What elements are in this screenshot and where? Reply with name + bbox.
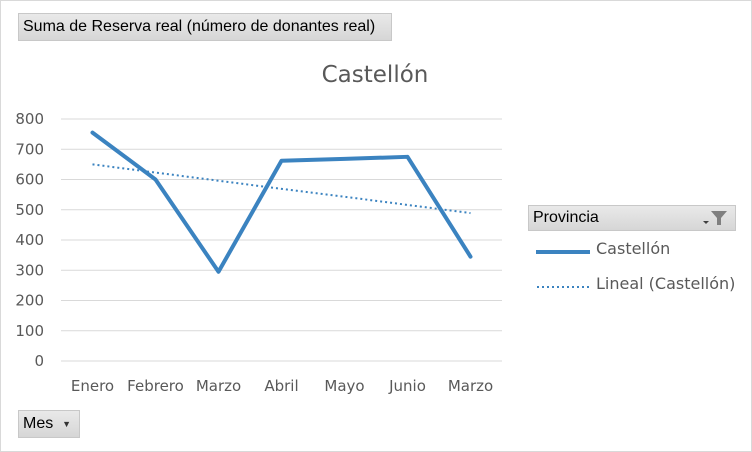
y-tick-label: 0	[34, 352, 44, 370]
axis-field-button[interactable]: Mes ▼	[18, 410, 80, 438]
legend-label: Lineal (Castellón)	[596, 274, 736, 293]
series-line	[90, 130, 473, 274]
axis-field-label: Mes	[23, 415, 54, 432]
y-tick-label: 200	[15, 292, 44, 310]
legend-item-trendline: Lineal (Castellón)	[536, 274, 736, 296]
x-tick-label: Febrero	[127, 377, 184, 395]
dropdown-arrow-icon[interactable]: ▼	[62, 419, 71, 429]
legend-field-button[interactable]: Provincia	[528, 205, 736, 231]
value-field-button[interactable]: Suma de Reserva real (número de donantes…	[18, 13, 392, 41]
legend-swatch-dotted	[537, 286, 590, 288]
x-tick-label: Marzo	[196, 377, 241, 395]
legend-field-label: Provincia	[533, 209, 599, 226]
y-tick-label: 500	[15, 201, 44, 219]
legend-label: Castellón	[596, 239, 671, 258]
trendline	[92, 163, 471, 215]
y-tick-label: 100	[15, 322, 44, 340]
x-tick-label: Mayo	[324, 377, 364, 395]
y-tick-label: 700	[15, 140, 44, 158]
filter-icon[interactable]	[703, 209, 729, 227]
legend-swatch-solid	[536, 250, 590, 254]
x-tick-label: Enero	[71, 377, 114, 395]
y-tick-label: 300	[15, 261, 44, 279]
value-field-label: Suma de Reserva real (número de donantes…	[23, 18, 376, 35]
x-tick-label: Marzo	[448, 377, 493, 395]
y-tick-label: 800	[15, 110, 44, 128]
x-tick-label: Abril	[264, 377, 298, 395]
legend-item-castellon: Castellón	[536, 239, 736, 261]
y-tick-label: 600	[15, 171, 44, 189]
x-tick-label: Junio	[388, 377, 426, 395]
chart-title: Castellón	[321, 62, 429, 88]
y-tick-label: 400	[15, 231, 44, 249]
